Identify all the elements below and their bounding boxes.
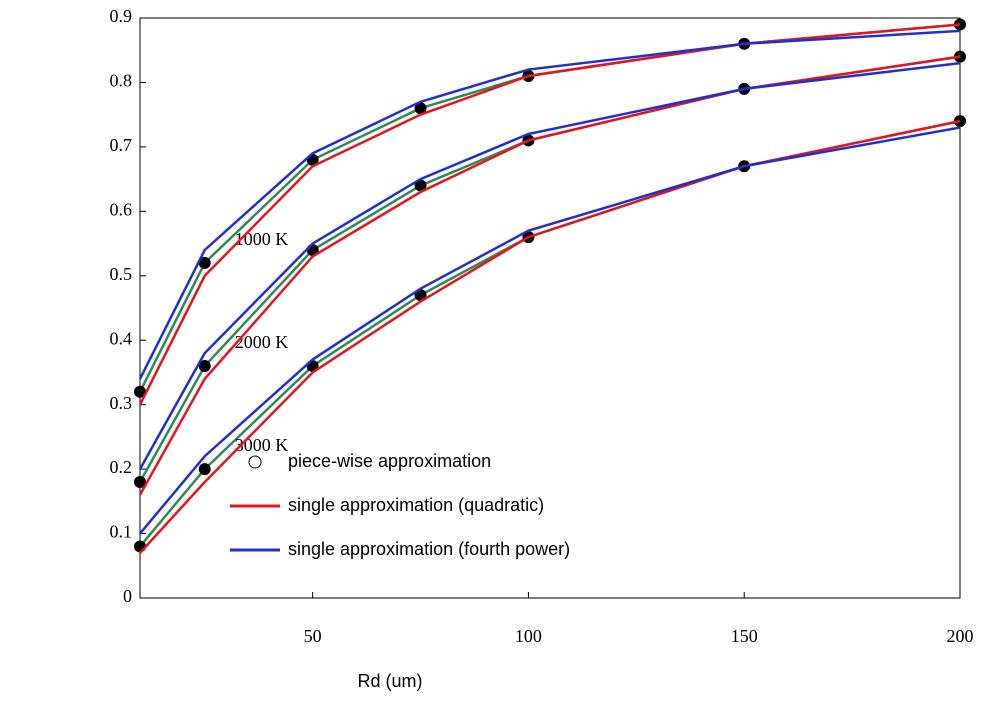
x-tick-label: 50 bbox=[304, 626, 322, 646]
x-tick-label: 200 bbox=[947, 626, 974, 646]
legend-marker bbox=[248, 455, 262, 469]
y-tick-label: 0.4 bbox=[110, 328, 133, 348]
legend-label: single approximation (fourth power) bbox=[288, 539, 570, 559]
series-line bbox=[139, 126, 961, 535]
y-tick-label: 0.6 bbox=[110, 199, 133, 219]
data-point bbox=[198, 463, 211, 476]
data-point bbox=[414, 179, 427, 192]
x-tick-label: 100 bbox=[515, 626, 542, 646]
series-line bbox=[138, 55, 961, 483]
curve-label: 2000 K bbox=[235, 332, 289, 352]
series-line bbox=[138, 29, 961, 380]
series-line bbox=[138, 55, 961, 496]
x-axis-label: Rd (um) bbox=[357, 671, 422, 691]
y-tick-label: 0.1 bbox=[110, 522, 133, 542]
data-point bbox=[134, 385, 146, 398]
data-point bbox=[198, 256, 211, 269]
y-tick-label: 0.8 bbox=[110, 71, 133, 91]
x-tick-label: 150 bbox=[731, 626, 758, 646]
y-tick-label: 0 bbox=[123, 586, 132, 606]
y-tick-label: 0.3 bbox=[110, 393, 133, 413]
curve-label: 3000 K bbox=[235, 435, 289, 455]
legend-label: piece-wise approximation bbox=[288, 451, 491, 471]
plot-frame bbox=[139, 17, 961, 599]
data-point bbox=[198, 360, 211, 372]
y-tick-label: 0.7 bbox=[110, 135, 133, 155]
y-tick-label: 0.9 bbox=[110, 6, 133, 26]
y-tick-label: 0.5 bbox=[110, 264, 133, 284]
data-point bbox=[134, 476, 146, 488]
curve-label: 1000 K bbox=[235, 229, 289, 249]
legend-label: single approximation (quadratic) bbox=[288, 495, 544, 515]
y-tick-label: 0.2 bbox=[110, 457, 133, 477]
series-line bbox=[138, 61, 961, 470]
data-point bbox=[414, 102, 427, 115]
